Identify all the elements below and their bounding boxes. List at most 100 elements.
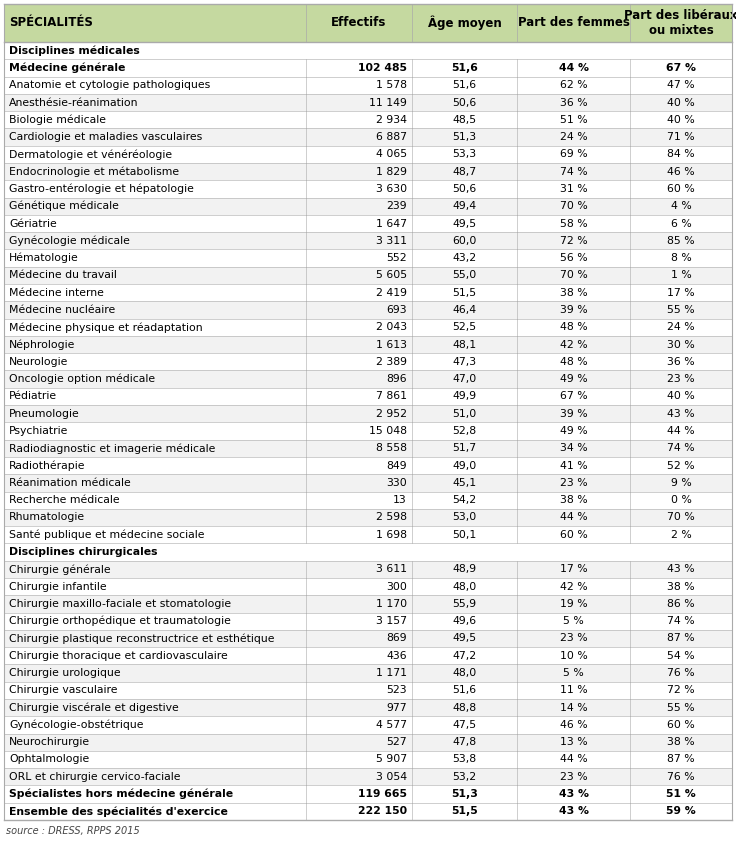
Text: 52,8: 52,8	[453, 426, 476, 436]
Text: 2 419: 2 419	[375, 288, 407, 298]
Text: 54,2: 54,2	[453, 495, 476, 506]
Text: 8 %: 8 %	[670, 253, 691, 263]
Bar	[4, 440, 732, 457]
Bar	[4, 128, 732, 146]
Bar	[4, 232, 732, 250]
Text: Rhumatologie: Rhumatologie	[9, 512, 85, 522]
Text: 70 %: 70 %	[560, 201, 587, 211]
Text: 74 %: 74 %	[560, 166, 587, 176]
Text: 49 %: 49 %	[560, 426, 587, 436]
Text: 3 157: 3 157	[375, 616, 407, 626]
Bar	[4, 77, 732, 94]
Text: 31 %: 31 %	[560, 184, 587, 194]
Text: 60 %: 60 %	[560, 530, 587, 539]
Text: 8 558: 8 558	[375, 443, 407, 453]
Text: 51 %: 51 %	[666, 789, 696, 799]
Text: SPÉCIALITÉS: SPÉCIALITÉS	[9, 17, 93, 30]
Text: 39 %: 39 %	[560, 408, 587, 419]
Bar	[4, 336, 732, 353]
Text: 62 %: 62 %	[560, 80, 587, 90]
Text: 48,0: 48,0	[453, 582, 477, 592]
Text: Radiothérapie: Radiothérapie	[9, 460, 85, 471]
Text: 49,4: 49,4	[453, 201, 476, 211]
Bar	[4, 163, 732, 181]
Text: 38 %: 38 %	[560, 288, 587, 298]
Text: Ophtalmologie: Ophtalmologie	[9, 755, 89, 765]
Text: Chirurgie viscérale et digestive: Chirurgie viscérale et digestive	[9, 702, 179, 713]
Text: 1 698: 1 698	[375, 530, 407, 539]
Text: 53,2: 53,2	[453, 771, 476, 782]
Text: 84 %: 84 %	[668, 149, 695, 160]
Text: 70 %: 70 %	[560, 270, 587, 280]
Text: 42 %: 42 %	[560, 339, 587, 349]
Text: 49,0: 49,0	[453, 461, 477, 471]
Text: 2 598: 2 598	[375, 512, 407, 522]
Text: 38 %: 38 %	[560, 495, 587, 506]
Text: Part des libéraux
ou mixtes: Part des libéraux ou mixtes	[624, 9, 736, 37]
Text: 72 %: 72 %	[560, 235, 587, 246]
Text: 47,8: 47,8	[453, 737, 476, 747]
Text: Neurochirurgie: Neurochirurgie	[9, 737, 90, 747]
Bar	[4, 613, 732, 630]
Text: 39 %: 39 %	[560, 305, 587, 315]
Text: Réanimation médicale: Réanimation médicale	[9, 478, 131, 488]
Text: 2 934: 2 934	[375, 115, 407, 125]
Text: 3 611: 3 611	[375, 565, 407, 574]
Text: Chirurgie thoracique et cardiovasculaire: Chirurgie thoracique et cardiovasculaire	[9, 651, 227, 661]
Text: Oncologie option médicale: Oncologie option médicale	[9, 374, 155, 384]
Text: Gastro-entérologie et hépatologie: Gastro-entérologie et hépatologie	[9, 184, 194, 194]
Text: 52,5: 52,5	[453, 322, 476, 333]
Text: Dermatologie et vénéréologie: Dermatologie et vénéréologie	[9, 149, 172, 160]
Bar	[4, 717, 732, 733]
Text: 41 %: 41 %	[560, 461, 587, 471]
Text: 49,5: 49,5	[453, 634, 476, 643]
Text: 60,0: 60,0	[453, 235, 477, 246]
Bar	[4, 267, 732, 284]
Bar	[4, 457, 732, 474]
Text: 47,3: 47,3	[453, 357, 476, 367]
Text: 23 %: 23 %	[560, 478, 587, 488]
Text: 49 %: 49 %	[560, 374, 587, 384]
Bar	[4, 491, 732, 509]
Text: 6 %: 6 %	[670, 219, 691, 229]
Text: 24 %: 24 %	[668, 322, 695, 333]
Bar	[4, 560, 732, 578]
Bar	[4, 768, 732, 786]
Text: 48,7: 48,7	[453, 166, 476, 176]
Text: 119 665: 119 665	[358, 789, 407, 799]
Bar	[4, 371, 732, 387]
Text: 71 %: 71 %	[668, 133, 695, 142]
Text: 74 %: 74 %	[668, 616, 695, 626]
Text: 60 %: 60 %	[667, 720, 695, 730]
Text: 55 %: 55 %	[668, 305, 695, 315]
Text: 51,6: 51,6	[451, 63, 478, 73]
Text: 0 %: 0 %	[670, 495, 692, 506]
Bar	[4, 197, 732, 215]
Text: 70 %: 70 %	[667, 512, 695, 522]
Bar	[4, 786, 732, 803]
Text: 51,6: 51,6	[453, 80, 476, 90]
Text: 43 %: 43 %	[559, 806, 589, 816]
Bar	[4, 803, 732, 820]
Text: 44 %: 44 %	[560, 755, 587, 765]
Bar	[4, 215, 732, 232]
Text: 36 %: 36 %	[668, 357, 695, 367]
Text: 87 %: 87 %	[668, 634, 695, 643]
Text: 47 %: 47 %	[668, 80, 695, 90]
Text: 1 829: 1 829	[375, 166, 407, 176]
Text: 55,9: 55,9	[453, 599, 476, 609]
Bar	[4, 544, 732, 560]
Text: 51 %: 51 %	[560, 115, 587, 125]
Text: 1 647: 1 647	[375, 219, 407, 229]
Text: 55 %: 55 %	[668, 702, 695, 712]
Text: 51,5: 51,5	[451, 806, 478, 816]
Bar	[4, 405, 732, 422]
Text: 11 149: 11 149	[369, 98, 407, 107]
Text: 48 %: 48 %	[560, 322, 587, 333]
Text: Médecine interne: Médecine interne	[9, 288, 104, 298]
Text: Chirurgie générale: Chirurgie générale	[9, 564, 110, 575]
Text: Médecine générale: Médecine générale	[9, 62, 125, 73]
Text: 47,2: 47,2	[453, 651, 476, 661]
Text: 59 %: 59 %	[666, 806, 696, 816]
Bar	[4, 146, 732, 163]
